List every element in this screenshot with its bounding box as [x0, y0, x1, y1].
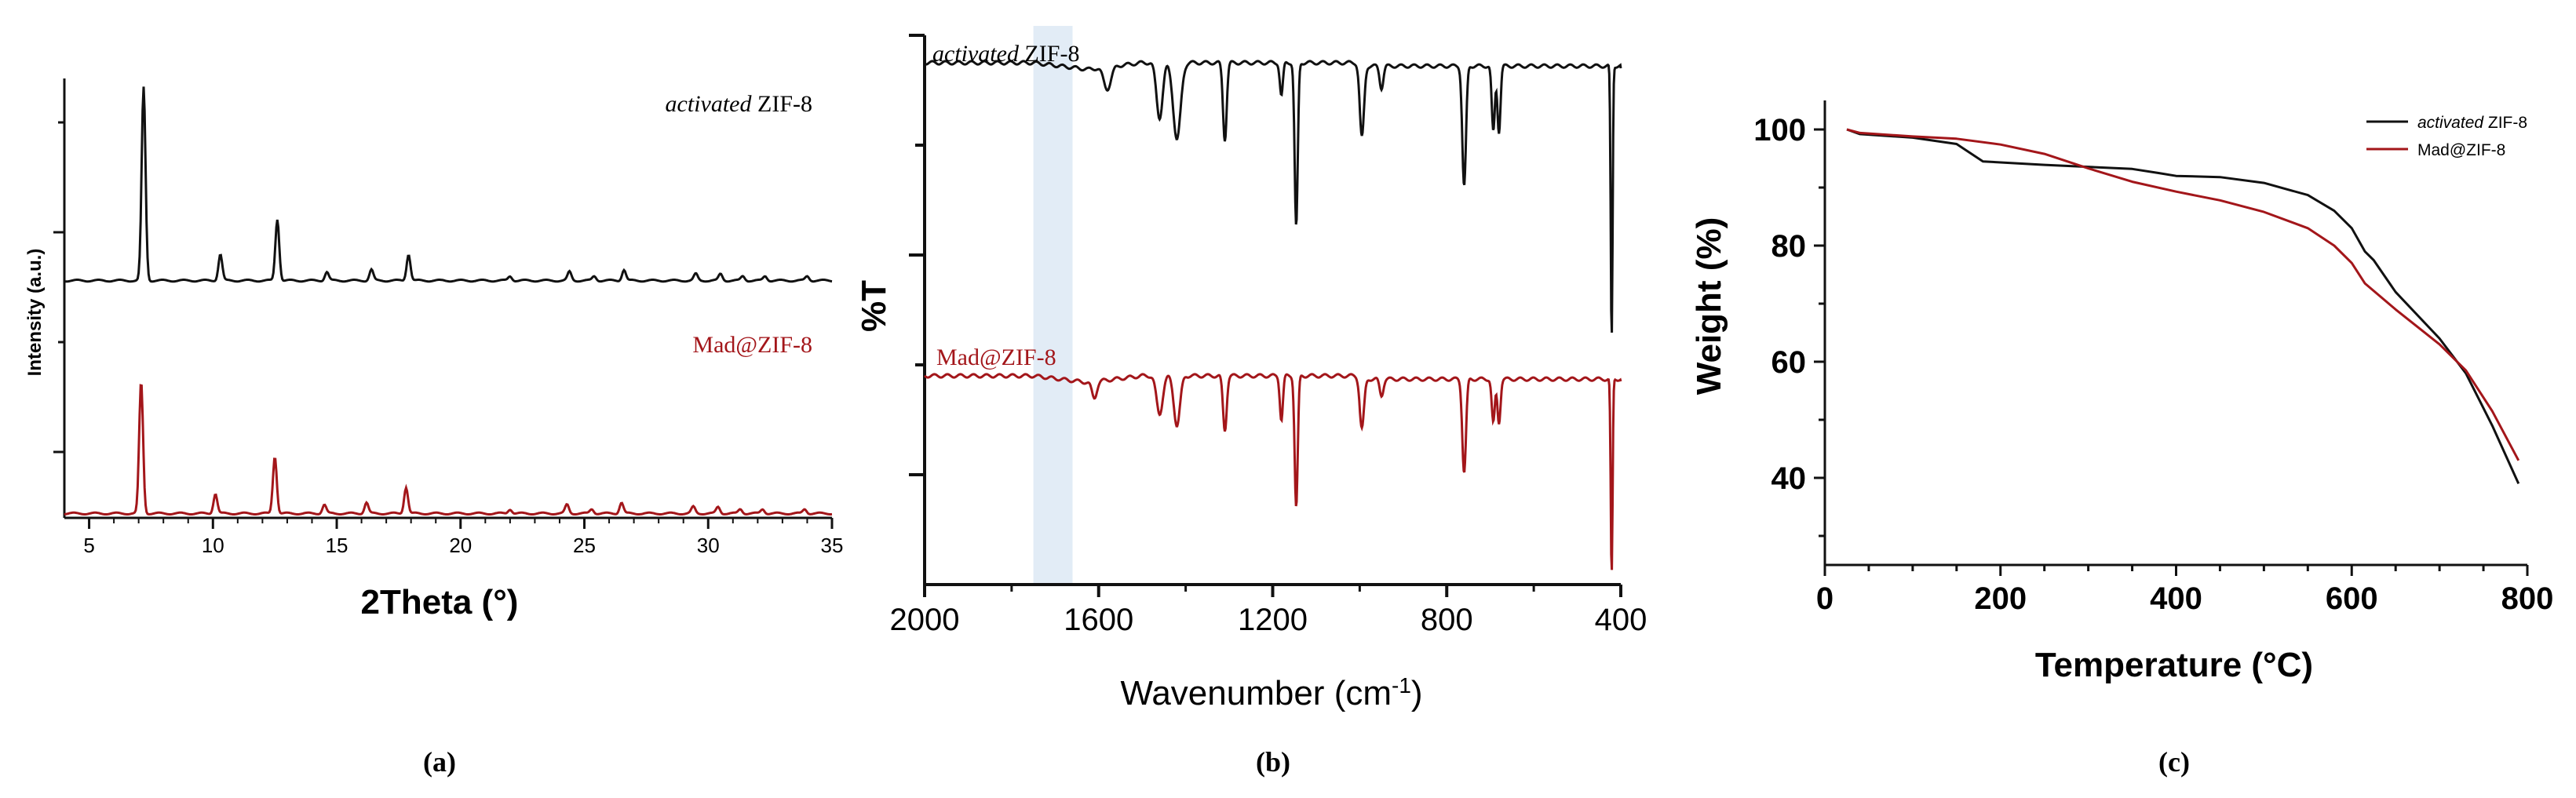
- panel-a-series-activated-zif8: [64, 86, 833, 283]
- panel-c-series: [1846, 128, 2520, 485]
- panel-c-tga-chart: 40 60 80 100 0 200 400 600 800 activated ZIF-8 M…: [1690, 100, 2553, 778]
- panel-c-series-activated-zif8: [1846, 128, 2520, 485]
- panel-b-series: [924, 60, 1622, 570]
- panel-a-x-tick-label: 5: [83, 534, 94, 557]
- panel-b-axes: 2000 1600 1200 800 400: [890, 34, 1647, 637]
- panel-b-series-mad-zif8: [924, 373, 1622, 570]
- panel-a-x-axis-label: 2Theta (°): [361, 583, 519, 621]
- panel-b-legend-mad-zif8: Mad@ZIF-8: [936, 344, 1056, 370]
- panel-c-x-tick-label: 0: [1816, 581, 1833, 616]
- panel-b-x-axis-label: Wavenumber (cm-1): [1120, 673, 1422, 713]
- panel-b-x-tick-label: 800: [1421, 603, 1473, 637]
- panel-b-x-tick-label: 2000: [890, 603, 960, 637]
- panel-a-legend-activated-zif8: activated ZIF-8: [666, 91, 812, 117]
- panel-a-legend-mad-zif8: Mad@ZIF-8: [692, 332, 812, 358]
- panel-b-x-tick-label: 1600: [1064, 603, 1133, 637]
- panel-b-highlight-band: [1033, 26, 1073, 585]
- panel-c-y-tick-label: 100: [1753, 113, 1806, 148]
- panel-a-x-tick-label: 10: [202, 534, 224, 557]
- panel-b-caption: (b): [1256, 746, 1290, 778]
- panel-a-legend-zif8-word: ZIF-8: [752, 91, 813, 117]
- panel-b-x-tick-label: 400: [1595, 603, 1647, 637]
- panel-c-y-tick-label: 80: [1771, 229, 1807, 264]
- panel-b-x-axis-label-main: Wavenumber (cm: [1120, 674, 1392, 712]
- panel-a-xrd-chart: 5 10 15 20 25 30 35 activated ZIF-8 Mad@ZIF-8 …: [24, 78, 843, 778]
- panel-a-series-mad-zif8: [64, 384, 833, 516]
- panel-c-y-tick-label: 40: [1771, 461, 1807, 496]
- panel-c-legend-activated-word: activated: [2417, 114, 2484, 132]
- panel-a-legend-activated-word: activated: [666, 91, 753, 117]
- panel-c-legend-mad-zif8: Mad@ZIF-8: [2417, 141, 2505, 159]
- panel-b-x-tick-label: 1200: [1238, 603, 1308, 637]
- panel-b-legend-activated-word: activated: [932, 41, 1020, 67]
- panel-a-axes: 5 10 15 20 25 30 35: [53, 78, 843, 557]
- panel-c-legend-zif8-word: ZIF-8: [2483, 114, 2527, 132]
- panel-b-x-axis-label-end: ): [1411, 674, 1423, 712]
- panel-c-legend: activated ZIF-8 Mad@ZIF-8: [2366, 114, 2527, 159]
- panel-c-x-tick-label: 800: [2501, 581, 2554, 616]
- panel-b-series-activated-zif8: [924, 60, 1622, 333]
- panel-a-caption: (a): [423, 746, 456, 778]
- panel-a-x-tick-label: 20: [449, 534, 472, 557]
- panel-c-x-tick-label: 200: [1974, 581, 2027, 616]
- panel-a-x-tick-label: 30: [697, 534, 720, 557]
- panel-c-axes: 40 60 80 100 0 200 400 600 800: [1753, 100, 2553, 616]
- panel-a-x-tick-label: 15: [326, 534, 348, 557]
- panel-a-x-tick-label: 25: [573, 534, 596, 557]
- panel-b-legend-activated-zif8: activated ZIF-8: [932, 41, 1079, 67]
- panel-a-x-tick-label: 35: [821, 534, 844, 557]
- panel-a-y-axis-label: Intensity (a.u.): [24, 249, 46, 377]
- panel-c-legend-activated-zif8: activated ZIF-8: [2417, 114, 2527, 132]
- panel-b-x-axis-label-sup: -1: [1392, 673, 1411, 698]
- panel-c-x-tick-label: 400: [2150, 581, 2202, 616]
- panel-c-y-tick-label: 60: [1771, 345, 1807, 380]
- panel-b-legend-zif8-word: ZIF-8: [1019, 41, 1080, 67]
- panel-c-x-axis-label: Temperature (°C): [2035, 646, 2313, 684]
- panel-b-ir-chart: 2000 1600 1200 800 400 activated ZIF-8 Mad@Z…: [855, 26, 1647, 778]
- panel-c-x-tick-label: 600: [2326, 581, 2378, 616]
- panel-b-y-axis-label: %T: [855, 280, 893, 332]
- panel-c-y-axis-label: Weight (%): [1690, 217, 1728, 395]
- panel-c-series-mad-zif8: [1846, 128, 2520, 461]
- panel-a-series: [64, 86, 833, 516]
- panel-c-caption: (c): [2158, 746, 2190, 778]
